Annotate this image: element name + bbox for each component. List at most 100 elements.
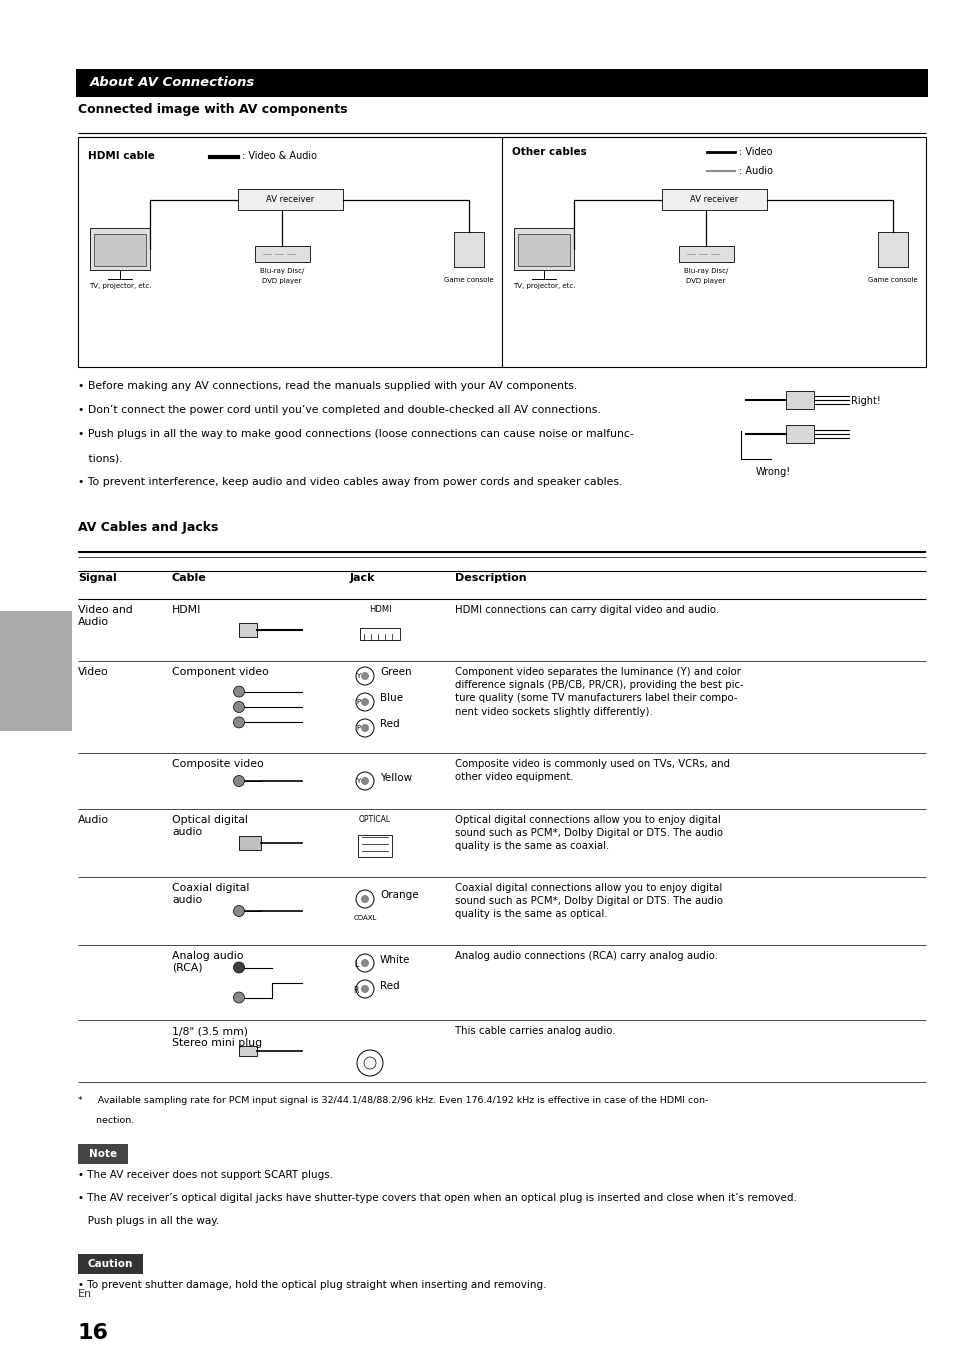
Text: Coaxial digital connections allow you to enjoy digital
sound such as PCM*, Dolby: Coaxial digital connections allow you to… [455, 884, 722, 920]
Text: White: White [379, 955, 410, 965]
Circle shape [355, 771, 374, 790]
Circle shape [233, 717, 244, 728]
Bar [785, 426, 813, 443]
Text: tions).: tions). [78, 453, 123, 463]
Bar [78, 1144, 128, 1165]
Text: Game console: Game console [444, 277, 494, 282]
Bar [237, 189, 342, 209]
Bar [660, 189, 765, 209]
Circle shape [355, 667, 374, 685]
Circle shape [355, 890, 374, 908]
Text: nection.: nection. [78, 1116, 134, 1125]
Text: AV Cables and Jacks: AV Cables and Jacks [78, 521, 218, 534]
Text: Push plugs in all the way.: Push plugs in all the way. [78, 1216, 219, 1225]
Text: 1/8" (3.5 mm)
Stereo mini plug: 1/8" (3.5 mm) Stereo mini plug [172, 1025, 262, 1047]
Circle shape [360, 777, 369, 785]
Text: AV receiver: AV receiver [266, 195, 314, 204]
Text: • To prevent shutter damage, hold the optical plug straight when inserting and r: • To prevent shutter damage, hold the op… [78, 1279, 546, 1290]
Circle shape [233, 775, 244, 786]
Circle shape [360, 724, 369, 732]
Text: Orange: Orange [379, 890, 418, 900]
Bar [239, 1046, 256, 1056]
Text: Signal: Signal [78, 573, 116, 584]
Text: Yellow: Yellow [379, 773, 412, 784]
Bar [359, 628, 399, 640]
Text: : Audio: : Audio [739, 166, 772, 176]
Text: Wrong!: Wrong! [755, 467, 790, 477]
Text: Composite video: Composite video [172, 759, 263, 769]
Bar [94, 234, 146, 266]
Text: En: En [78, 1289, 92, 1300]
Bar [454, 232, 483, 267]
Circle shape [233, 701, 244, 712]
Text: Component video separates the luminance (Y) and color
difference signals (PB/CB,: Component video separates the luminance … [455, 667, 742, 716]
Text: Cable: Cable [172, 573, 207, 584]
Text: : Video: : Video [739, 147, 772, 157]
Circle shape [355, 693, 374, 711]
Text: Analog audio
(RCA): Analog audio (RCA) [172, 951, 243, 973]
Text: Green: Green [379, 667, 411, 677]
Text: DVD player: DVD player [685, 278, 725, 284]
Text: Caution: Caution [88, 1259, 133, 1269]
Text: : Video & Audio: : Video & Audio [242, 151, 316, 161]
Text: L: L [354, 961, 357, 969]
Text: Other cables: Other cables [512, 147, 586, 157]
Text: Connected image with AV components: Connected image with AV components [78, 103, 347, 116]
Text: Blue: Blue [379, 693, 403, 703]
Circle shape [355, 954, 374, 971]
Circle shape [360, 671, 369, 680]
Text: • Push plugs in all the way to make good connections (loose connections can caus: • Push plugs in all the way to make good… [78, 430, 633, 439]
Text: OPTICAL: OPTICAL [358, 815, 391, 824]
Bar [517, 234, 569, 266]
Circle shape [360, 698, 369, 707]
Text: P: P [355, 698, 359, 705]
Text: Red: Red [379, 719, 399, 730]
Text: Red: Red [379, 981, 399, 992]
Text: HDMI cable: HDMI cable [88, 151, 154, 161]
Text: Composite video is commonly used on TVs, VCRs, and
other video equipment.: Composite video is commonly used on TVs,… [455, 759, 729, 782]
Text: Analog audio connections (RCA) carry analog audio.: Analog audio connections (RCA) carry ana… [455, 951, 718, 961]
Text: 16: 16 [78, 1323, 109, 1343]
Bar [76, 69, 927, 97]
Text: Audio: Audio [78, 815, 109, 825]
Text: P: P [355, 725, 359, 731]
Bar [678, 246, 733, 262]
Bar [785, 390, 813, 409]
Text: • Before making any AV connections, read the manuals supplied with your AV compo: • Before making any AV connections, read… [78, 381, 577, 390]
Bar [90, 228, 150, 270]
Text: TV, projector, etc.: TV, projector, etc. [89, 282, 152, 289]
Circle shape [233, 905, 244, 916]
Text: Description: Description [455, 573, 526, 584]
Circle shape [355, 979, 374, 998]
Text: Blu-ray Disc/: Blu-ray Disc/ [683, 267, 727, 274]
Text: *     Available sampling rate for PCM input signal is 32/44.1/48/88.2/96 kHz. Ev: * Available sampling rate for PCM input … [78, 1096, 708, 1105]
Bar [514, 228, 574, 270]
Text: COAXL: COAXL [353, 915, 376, 921]
Bar [78, 1254, 143, 1274]
Text: This cable carries analog audio.: This cable carries analog audio. [455, 1025, 615, 1036]
Circle shape [356, 1050, 382, 1075]
Circle shape [360, 959, 369, 967]
Text: DVD player: DVD player [262, 278, 301, 284]
Text: R: R [353, 986, 358, 994]
Bar [254, 246, 309, 262]
Text: Coaxial digital
audio: Coaxial digital audio [172, 884, 249, 905]
Text: • The AV receiver’s optical digital jacks have shutter-type covers that open whe: • The AV receiver’s optical digital jack… [78, 1193, 796, 1202]
Text: Y: Y [355, 673, 359, 680]
Text: About AV Connections: About AV Connections [90, 77, 255, 89]
Text: • To prevent interference, keep audio and video cables away from power cords and: • To prevent interference, keep audio an… [78, 477, 621, 486]
Circle shape [233, 992, 244, 1002]
Bar [357, 835, 392, 857]
Text: HDMI connections can carry digital video and audio.: HDMI connections can carry digital video… [455, 605, 719, 615]
Text: Optical digital connections allow you to enjoy digital
sound such as PCM*, Dolby: Optical digital connections allow you to… [455, 815, 722, 851]
Text: Video: Video [78, 667, 109, 677]
Text: Jack: Jack [350, 573, 375, 584]
Circle shape [233, 686, 244, 697]
Text: AV receiver: AV receiver [689, 195, 738, 204]
Bar [239, 623, 256, 638]
Circle shape [233, 962, 244, 973]
Bar [78, 136, 925, 367]
Text: Right!: Right! [850, 396, 880, 407]
Text: HDMI: HDMI [172, 605, 201, 615]
Text: Blu-ray Disc/: Blu-ray Disc/ [259, 267, 304, 274]
